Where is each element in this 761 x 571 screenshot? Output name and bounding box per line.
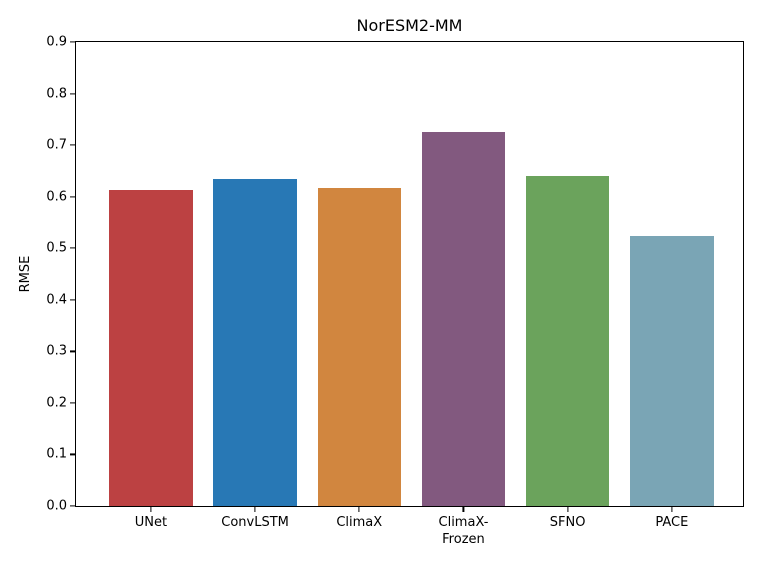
y-tick-label-0.4: 0.4 bbox=[46, 292, 67, 308]
y-tick-0.4 bbox=[70, 299, 76, 301]
y-tick-0.1 bbox=[70, 453, 76, 456]
x-tick-label-pace: PACE bbox=[655, 515, 689, 530]
bar-pace bbox=[630, 235, 714, 506]
x-tick-unet bbox=[150, 507, 152, 512]
y-tick-0.6 bbox=[70, 196, 76, 198]
y-tick-label-0.0: 0.0 bbox=[46, 498, 67, 514]
x-tick-label-convlstm: ConvLSTM bbox=[221, 515, 289, 530]
x-tick-label-climax: ClimaX- Frozen bbox=[438, 515, 489, 547]
y-tick-0.8 bbox=[70, 92, 76, 95]
y-tick-0.2 bbox=[70, 402, 76, 404]
bar-convlstm bbox=[213, 178, 297, 506]
y-tick-label-0.5: 0.5 bbox=[46, 240, 67, 256]
y-tick-label-0.3: 0.3 bbox=[46, 343, 67, 359]
chart-title: NorESM2-MM bbox=[356, 16, 463, 36]
bar-climax bbox=[317, 187, 402, 506]
y-tick-0.3 bbox=[70, 350, 76, 352]
x-tick-pace bbox=[671, 507, 673, 512]
y-tick-label-0.6: 0.6 bbox=[46, 189, 67, 205]
y-axis-label: RMSE bbox=[18, 255, 33, 293]
x-tick-climax bbox=[462, 507, 465, 512]
y-tick-0.9 bbox=[70, 41, 76, 43]
x-tick-sfno bbox=[567, 507, 569, 512]
x-tick-convlstm bbox=[254, 507, 256, 512]
bar-unet bbox=[109, 190, 193, 506]
x-tick-label-climax: ClimaX bbox=[336, 515, 383, 530]
y-tick-label-0.7: 0.7 bbox=[46, 137, 67, 153]
y-tick-label-0.9: 0.9 bbox=[46, 34, 67, 50]
y-tick-0.0 bbox=[70, 505, 76, 507]
y-tick-0.7 bbox=[70, 144, 76, 146]
plot-area: NorESM2-MM RMSE UNet ConvLSTM ClimaX ClimaX… bbox=[18, 17, 744, 547]
y-tick-label-0.2: 0.2 bbox=[46, 395, 67, 411]
y-tick-label-0.1: 0.1 bbox=[46, 446, 67, 462]
y-tick-0.5 bbox=[70, 247, 76, 249]
x-tick-climax bbox=[358, 507, 360, 512]
x-tick-label-sfno: SFNO bbox=[549, 515, 586, 530]
y-tick-label-0.8: 0.8 bbox=[46, 86, 67, 102]
bar-climax bbox=[421, 131, 506, 506]
x-tick-label-unet: UNet bbox=[134, 515, 168, 530]
bar-sfno bbox=[525, 175, 610, 506]
